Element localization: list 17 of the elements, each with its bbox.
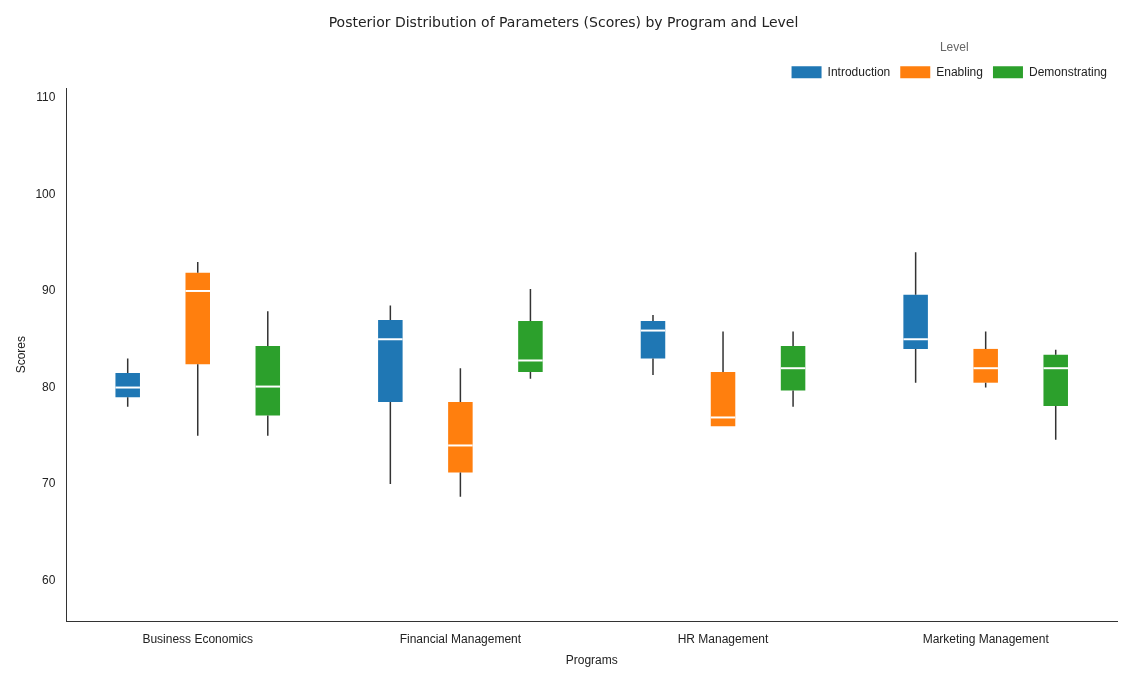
legend-label: Demonstrating — [1028, 64, 1108, 79]
x-axis-title: Programs — [565, 653, 618, 668]
y-axis-title: Scores — [13, 336, 28, 374]
x-tick-label: Business Economics — [142, 631, 254, 646]
legend-label: Introduction — [827, 64, 891, 79]
y-tick-label: 100 — [35, 186, 56, 201]
chart-title: Posterior Distribution of Parameters (Scores) by Program and Level — [328, 14, 799, 31]
x-tick-label: Financial Management — [399, 631, 522, 646]
y-tick-label: 80 — [42, 379, 56, 394]
y-tick-label: 60 — [42, 572, 56, 587]
y-tick-label: 110 — [36, 90, 56, 105]
x-tick-label: HR Management — [677, 631, 770, 646]
legend-title: Level — [939, 40, 969, 55]
y-tick-label: 90 — [42, 283, 56, 298]
x-tick-label: Marketing Management — [922, 631, 1050, 646]
legend-label: Enabling — [936, 64, 983, 79]
y-tick-label: 70 — [42, 476, 56, 491]
